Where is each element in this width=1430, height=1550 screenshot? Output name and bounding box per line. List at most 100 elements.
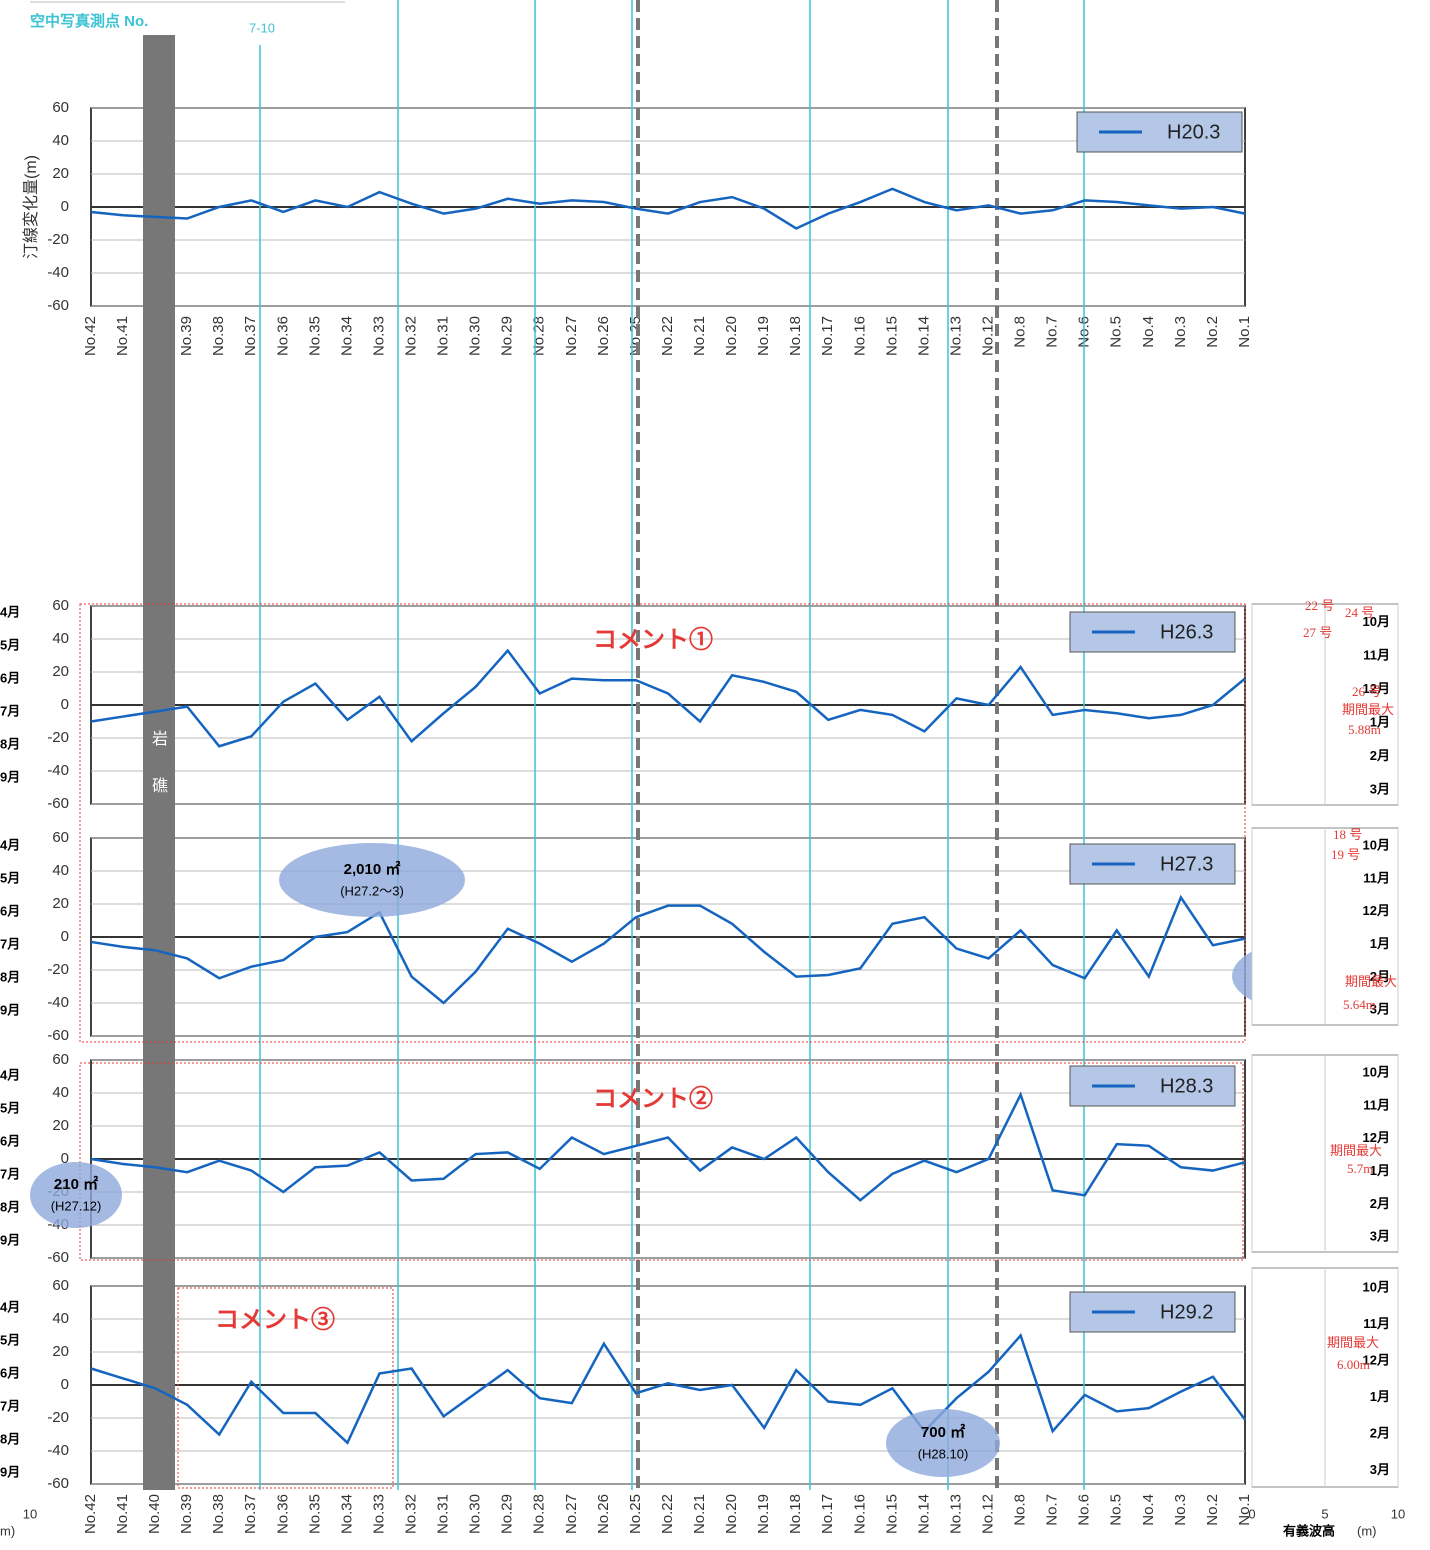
x-tick-label: No.7 bbox=[1044, 316, 1061, 348]
y-tick-label: 0 bbox=[61, 1150, 69, 1167]
wave-month: 3月 bbox=[1370, 1002, 1390, 1017]
left-axis-tick: 10 bbox=[23, 1506, 37, 1521]
y-tick-label: -20 bbox=[47, 961, 69, 978]
wave-tick-label: 0 bbox=[1248, 1506, 1255, 1521]
wave-month: 3月 bbox=[1370, 1462, 1390, 1477]
header-marker: 7-10 bbox=[249, 20, 275, 35]
wave-month: 2月 bbox=[1370, 1196, 1390, 1211]
x-tick-label: No.20 bbox=[723, 1494, 740, 1534]
x-tick-label: No.34 bbox=[338, 1494, 355, 1534]
x-tick-label: No.42 bbox=[82, 1494, 99, 1534]
x-tick-label: No.35 bbox=[306, 316, 323, 356]
x-tick-label: No.25 bbox=[627, 1494, 644, 1534]
x-tick-label: No.33 bbox=[370, 316, 387, 356]
x-tick-label: No.2 bbox=[1204, 1494, 1221, 1526]
wave-month: 12月 bbox=[1363, 681, 1390, 696]
x-tick-label: No.5 bbox=[1108, 1494, 1125, 1526]
x-tick-label: No.3 bbox=[1172, 1494, 1189, 1526]
x-tick-label: No.22 bbox=[659, 316, 676, 356]
area-ellipse bbox=[30, 1162, 122, 1228]
area-value: 700 ㎡ bbox=[921, 1423, 965, 1441]
wave-note: 19 号 bbox=[1331, 847, 1360, 862]
x-tick-label: No.4 bbox=[1140, 1494, 1157, 1526]
rock-label: 岩 bbox=[152, 730, 168, 748]
y-tick-label: -60 bbox=[47, 297, 69, 314]
wave-tick-label: 10 bbox=[1391, 1506, 1405, 1521]
left-month: 7月 bbox=[0, 703, 20, 718]
left-month: 6月 bbox=[0, 1133, 20, 1148]
wave-month: 10月 bbox=[1363, 614, 1390, 629]
x-tick-label: No.8 bbox=[1012, 316, 1029, 348]
y-tick-label: -60 bbox=[47, 1027, 69, 1044]
wave-note: 5.64m bbox=[1343, 997, 1376, 1012]
wave-month: 2月 bbox=[1370, 1426, 1390, 1441]
x-tick-label: No.27 bbox=[563, 316, 580, 356]
x-tick-label: No.30 bbox=[467, 1494, 484, 1534]
wave-note: 期間最大 bbox=[1342, 702, 1394, 717]
y-tick-label: 40 bbox=[52, 132, 69, 149]
x-tick-label: No.4 bbox=[1140, 316, 1157, 348]
x-tick-label: No.25 bbox=[627, 316, 644, 356]
y-tick-label: 20 bbox=[52, 1117, 69, 1134]
legend-label: H27.3 bbox=[1160, 853, 1213, 875]
header-label: 空中写真測点 No. bbox=[30, 12, 148, 30]
x-tick-label: No.12 bbox=[980, 316, 997, 356]
x-tick-label: No.31 bbox=[435, 1494, 452, 1534]
wave-month: 12月 bbox=[1363, 903, 1390, 918]
wave-note: 26 号 bbox=[1352, 684, 1381, 699]
left-month: 5月 bbox=[0, 870, 20, 885]
wave-month: 1月 bbox=[1370, 936, 1390, 951]
left-month: 6月 bbox=[0, 1365, 20, 1380]
left-month: 4月 bbox=[0, 837, 20, 852]
x-tick-label: No.28 bbox=[531, 1494, 548, 1534]
x-tick-label: No.35 bbox=[306, 1494, 323, 1534]
data-line bbox=[90, 648, 1246, 748]
y-tick-label: -40 bbox=[47, 762, 69, 779]
wave-month: 11月 bbox=[1363, 870, 1390, 885]
x-tick-label: No.18 bbox=[787, 1494, 804, 1534]
y-tick-label: 20 bbox=[52, 663, 69, 680]
wave-axis-title: 有義波高 bbox=[1283, 1523, 1335, 1538]
wave-note: 5.7m bbox=[1347, 1161, 1373, 1176]
wave-note: 27 号 bbox=[1303, 625, 1332, 640]
wave-month: 1月 bbox=[1370, 1389, 1390, 1404]
area-ellipse bbox=[279, 843, 465, 917]
left-month: 7月 bbox=[0, 1398, 20, 1413]
wave-month: 10月 bbox=[1363, 1064, 1390, 1079]
wave-note: 期間最大 bbox=[1345, 974, 1397, 989]
x-tick-label: No.27 bbox=[563, 1494, 580, 1534]
x-tick-label: No.19 bbox=[755, 1494, 772, 1534]
x-tick-label: No.16 bbox=[851, 316, 868, 356]
x-tick-label: No.33 bbox=[370, 1494, 387, 1534]
comment-box bbox=[79, 1062, 1244, 1261]
y-tick-label: 20 bbox=[52, 165, 69, 182]
left-month: 4月 bbox=[0, 1299, 20, 1314]
y-tick-label: -20 bbox=[47, 1409, 69, 1426]
x-tick-label: No.26 bbox=[595, 1494, 612, 1534]
x-tick-label: No.7 bbox=[1044, 1494, 1061, 1526]
wave-month: 2月 bbox=[1370, 969, 1390, 984]
left-month: 9月 bbox=[0, 1464, 20, 1479]
x-tick-label: No.3 bbox=[1172, 316, 1189, 348]
left-month: 5月 bbox=[0, 1100, 20, 1115]
area-ellipse bbox=[886, 1409, 1000, 1477]
y-tick-label: 60 bbox=[52, 1277, 69, 1294]
y-tick-label: -60 bbox=[47, 1475, 69, 1492]
wave-month: 11月 bbox=[1363, 647, 1390, 662]
x-tick-label: No.40 bbox=[146, 1494, 163, 1534]
x-tick-label: No.32 bbox=[403, 1494, 420, 1534]
data-line bbox=[90, 187, 1246, 230]
left-month: 8月 bbox=[0, 736, 20, 751]
left-month: 8月 bbox=[0, 969, 20, 984]
y-tick-label: 40 bbox=[52, 630, 69, 647]
y-tick-label: 0 bbox=[61, 1376, 69, 1393]
comment: コメント③ bbox=[215, 1305, 335, 1333]
rock-column bbox=[143, 35, 175, 1490]
x-tick-label: No.38 bbox=[210, 1494, 227, 1534]
x-tick-label: No.39 bbox=[178, 316, 195, 356]
wave-note: 22 号 bbox=[1305, 598, 1334, 613]
x-tick-label: No.13 bbox=[947, 316, 964, 356]
x-tick-label: No.8 bbox=[1012, 1494, 1029, 1526]
wave-month: 12月 bbox=[1363, 1353, 1390, 1368]
